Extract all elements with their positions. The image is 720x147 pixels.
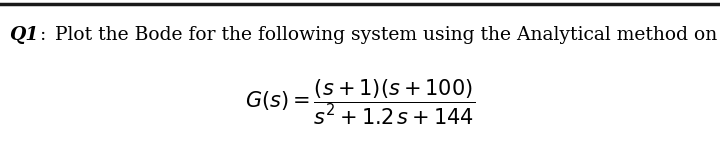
Text: Plot the Bode for the following system using the Analytical method on semi-log p: Plot the Bode for the following system u… [49, 26, 720, 44]
Text: $G(s) = \dfrac{(s + 1)(s + 100)}{s^2 + 1.2\, s + 144}$: $G(s) = \dfrac{(s + 1)(s + 100)}{s^2 + 1… [245, 78, 475, 127]
Text: Q1: Q1 [9, 26, 38, 44]
Text: :: : [40, 26, 46, 44]
